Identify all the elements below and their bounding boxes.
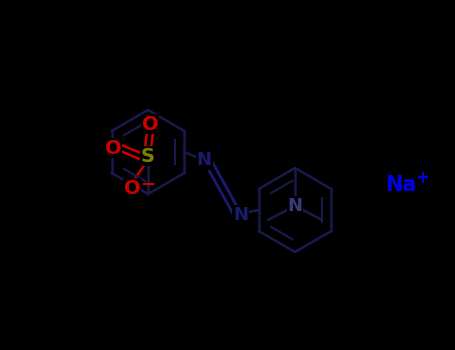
Text: N: N: [197, 151, 212, 169]
Text: +: +: [415, 169, 429, 187]
Text: S: S: [141, 147, 155, 166]
Text: O: O: [124, 178, 140, 197]
Text: Na: Na: [385, 175, 416, 195]
Text: O: O: [142, 114, 158, 133]
Text: O: O: [105, 139, 121, 158]
Text: N: N: [288, 197, 303, 215]
Text: N: N: [233, 206, 248, 224]
Text: −: −: [141, 176, 156, 194]
